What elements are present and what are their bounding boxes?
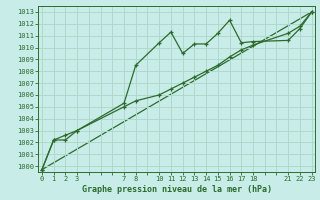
- X-axis label: Graphe pression niveau de la mer (hPa): Graphe pression niveau de la mer (hPa): [82, 185, 272, 194]
